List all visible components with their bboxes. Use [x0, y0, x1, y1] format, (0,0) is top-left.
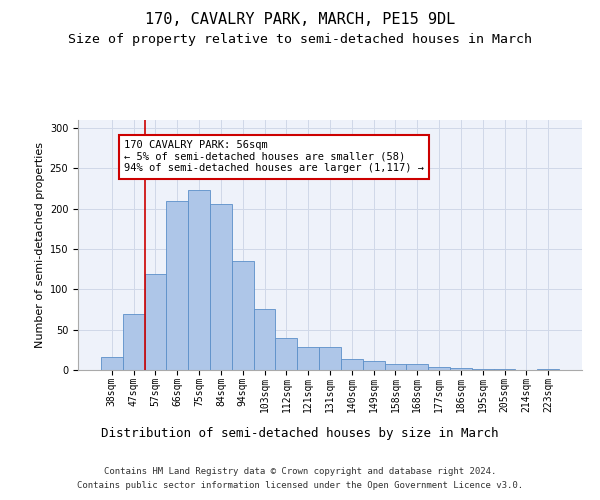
Bar	[254, 308, 275, 370]
Bar	[101, 357, 123, 370]
Bar	[210, 204, 232, 370]
Bar	[341, 358, 363, 370]
Text: 170 CAVALRY PARK: 56sqm
← 5% of semi-detached houses are smaller (58)
94% of sem: 170 CAVALRY PARK: 56sqm ← 5% of semi-det…	[124, 140, 424, 173]
Bar	[494, 369, 515, 370]
Bar	[232, 261, 254, 370]
Text: Contains public sector information licensed under the Open Government Licence v3: Contains public sector information licen…	[77, 481, 523, 490]
Bar	[188, 190, 210, 370]
Bar	[537, 369, 559, 370]
Text: 170, CAVALRY PARK, MARCH, PE15 9DL: 170, CAVALRY PARK, MARCH, PE15 9DL	[145, 12, 455, 28]
Text: Size of property relative to semi-detached houses in March: Size of property relative to semi-detach…	[68, 32, 532, 46]
Bar	[363, 361, 385, 370]
Bar	[385, 364, 406, 370]
Bar	[450, 368, 472, 370]
Bar	[166, 202, 188, 370]
Y-axis label: Number of semi-detached properties: Number of semi-detached properties	[35, 142, 46, 348]
Text: Contains HM Land Registry data © Crown copyright and database right 2024.: Contains HM Land Registry data © Crown c…	[104, 468, 496, 476]
Text: Distribution of semi-detached houses by size in March: Distribution of semi-detached houses by …	[101, 428, 499, 440]
Bar	[406, 364, 428, 370]
Bar	[319, 348, 341, 370]
Bar	[145, 274, 166, 370]
Bar	[123, 314, 145, 370]
Bar	[275, 338, 297, 370]
Bar	[428, 367, 450, 370]
Bar	[472, 369, 494, 370]
Bar	[297, 348, 319, 370]
